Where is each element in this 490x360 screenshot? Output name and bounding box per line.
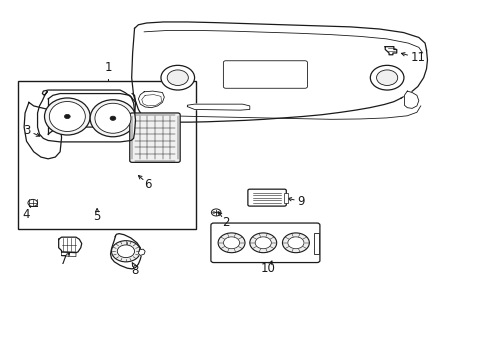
Circle shape (167, 70, 188, 85)
FancyBboxPatch shape (223, 61, 307, 88)
Polygon shape (138, 249, 145, 256)
Circle shape (28, 199, 38, 207)
Circle shape (161, 65, 195, 90)
Polygon shape (59, 237, 82, 253)
Polygon shape (187, 104, 250, 110)
Circle shape (370, 65, 404, 90)
Circle shape (250, 233, 277, 253)
FancyBboxPatch shape (211, 223, 320, 262)
FancyBboxPatch shape (248, 189, 286, 206)
Ellipse shape (95, 103, 131, 133)
Circle shape (255, 237, 271, 249)
Text: 5: 5 (94, 210, 101, 223)
Text: 10: 10 (261, 262, 275, 275)
Text: 8: 8 (131, 264, 138, 277)
Circle shape (377, 70, 398, 85)
Ellipse shape (90, 100, 136, 137)
Polygon shape (111, 234, 142, 269)
Text: 2: 2 (222, 216, 229, 229)
Bar (18, 81, 196, 229)
Bar (314, 233, 319, 254)
Polygon shape (138, 91, 164, 108)
FancyBboxPatch shape (130, 113, 180, 162)
Circle shape (110, 116, 116, 120)
Text: 9: 9 (297, 195, 305, 208)
Ellipse shape (49, 102, 85, 131)
Circle shape (218, 233, 245, 253)
Ellipse shape (45, 98, 90, 135)
Text: 11: 11 (410, 51, 425, 64)
Bar (284, 193, 288, 203)
Polygon shape (385, 47, 397, 55)
Circle shape (282, 233, 309, 253)
Circle shape (65, 114, 70, 118)
Text: 3: 3 (24, 124, 31, 137)
Text: 1: 1 (104, 61, 112, 74)
Circle shape (223, 237, 240, 249)
Circle shape (117, 245, 135, 258)
Circle shape (211, 209, 221, 216)
Text: 7: 7 (60, 254, 67, 267)
Circle shape (288, 237, 304, 249)
Circle shape (112, 241, 140, 262)
Text: 6: 6 (144, 178, 152, 191)
Polygon shape (404, 91, 419, 108)
Text: 4: 4 (22, 208, 30, 221)
